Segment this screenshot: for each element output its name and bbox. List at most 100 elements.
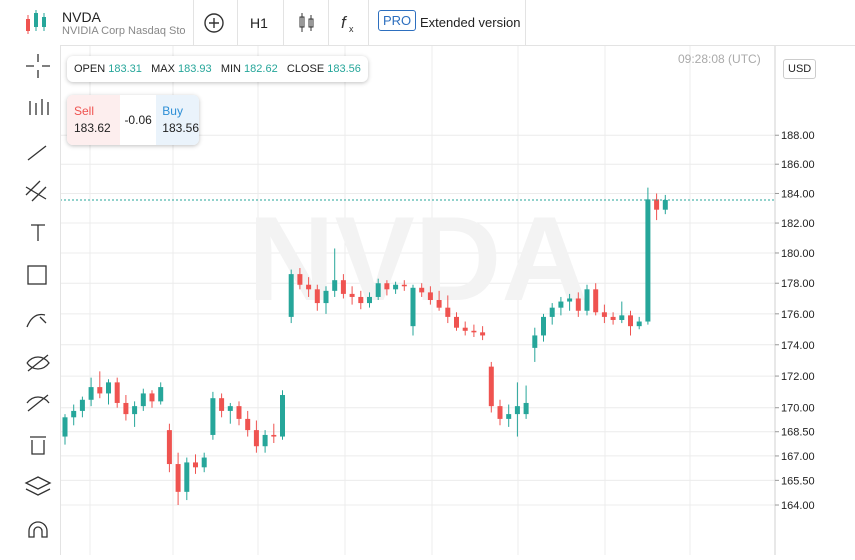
y-tick-label: 172.00 xyxy=(781,371,815,383)
y-tick-label: 188.00 xyxy=(781,130,815,142)
candle-body xyxy=(497,406,503,419)
candle-body xyxy=(367,296,372,304)
candle-body xyxy=(88,387,94,400)
currency-button[interactable]: USD xyxy=(783,59,817,79)
buy-price: 183.56 xyxy=(162,121,199,135)
crosshair-tool[interactable] xyxy=(26,54,50,78)
candle-body xyxy=(271,434,277,437)
timeframe-button[interactable]: H1 xyxy=(250,15,268,31)
text-tool[interactable] xyxy=(31,224,45,241)
candle-body xyxy=(166,430,172,465)
quote-panel: Sell 183.62 -0.06 Buy 183.56 xyxy=(67,95,199,145)
candle-body xyxy=(193,462,198,468)
candle-body xyxy=(245,418,251,431)
candle-body xyxy=(549,307,555,317)
shape-tool[interactable] xyxy=(27,265,47,285)
y-tick-label: 164.00 xyxy=(781,500,815,512)
symbol-name: NVIDIA Corp Nasdaq Sto xyxy=(62,25,186,37)
open-label: OPEN xyxy=(74,63,106,75)
candle-body xyxy=(601,312,607,317)
candle-body xyxy=(332,280,338,291)
tool-icons xyxy=(24,54,52,538)
candle-body xyxy=(445,307,451,317)
candle-body xyxy=(636,321,642,327)
hide-tool[interactable] xyxy=(26,354,50,372)
pro-badge[interactable]: PRO xyxy=(378,10,417,31)
candle-body xyxy=(114,382,120,403)
candle-body xyxy=(462,327,468,331)
y-tick-label: 186.00 xyxy=(781,159,815,171)
candle-body xyxy=(662,199,668,210)
candle-body xyxy=(523,402,529,415)
candle-body xyxy=(253,430,259,447)
indicators-tool[interactable] xyxy=(29,99,49,115)
candle-body xyxy=(575,298,581,311)
delete-tool[interactable] xyxy=(30,436,46,455)
magnet-tool[interactable] xyxy=(28,521,48,538)
symbol: NVDA xyxy=(62,9,101,25)
buy-button[interactable]: Buy 183.56 xyxy=(156,95,199,145)
candle-body xyxy=(323,290,329,304)
sell-button[interactable]: Sell 183.62 xyxy=(67,95,120,145)
svg-text:x: x xyxy=(349,24,354,34)
candle-body xyxy=(393,284,399,290)
watermark: NVDA xyxy=(248,192,588,326)
candle-body xyxy=(340,280,346,294)
hide-values-tool[interactable] xyxy=(26,394,50,412)
candle-body xyxy=(210,398,216,435)
open-value: 183.31 xyxy=(108,63,142,75)
candle-body xyxy=(628,315,633,327)
candle-body xyxy=(645,199,651,322)
candle-body xyxy=(262,434,268,447)
candle-body xyxy=(619,315,625,320)
candle-body xyxy=(584,289,590,311)
clock: 09:28:08 (UTC) xyxy=(678,52,761,66)
brush-tool[interactable] xyxy=(26,313,47,328)
y-tick-label: 174.00 xyxy=(781,340,815,352)
candle-body xyxy=(541,316,546,336)
spread: -0.06 xyxy=(124,113,152,127)
candle-body xyxy=(219,398,225,411)
y-tick-label: 182.00 xyxy=(781,218,815,230)
candle-body xyxy=(532,335,538,348)
chart-type-button[interactable] xyxy=(296,12,318,34)
logo-icon xyxy=(26,10,46,34)
candle-body xyxy=(140,393,146,407)
candle-body xyxy=(288,274,294,317)
svg-text:f: f xyxy=(341,13,348,32)
candle-body xyxy=(654,199,660,210)
y-tick-label: 165.50 xyxy=(781,475,815,487)
candle-body xyxy=(436,300,442,308)
add-indicator-button[interactable] xyxy=(203,12,225,34)
candle-body xyxy=(227,406,233,411)
ohlc-panel: OPEN 183.31 MAX 183.93 MIN 182.62 CLOSE … xyxy=(67,56,368,82)
layers-tool[interactable] xyxy=(24,476,52,496)
candle-body xyxy=(201,457,207,468)
tool-bar xyxy=(0,45,61,555)
candle-body xyxy=(132,406,138,415)
y-tick-label: 178.00 xyxy=(781,278,815,290)
candle-body xyxy=(567,298,573,302)
candle-body xyxy=(158,387,164,402)
candle-body xyxy=(349,293,355,297)
max-label: MAX xyxy=(151,63,175,75)
candle-body xyxy=(184,462,190,492)
candle-body xyxy=(358,296,364,304)
y-tick-label: 168.50 xyxy=(781,427,815,439)
max-value: 183.93 xyxy=(177,63,212,75)
sell-price: 183.62 xyxy=(74,121,111,135)
candle-body xyxy=(610,316,616,320)
y-tick-label: 184.00 xyxy=(781,188,815,200)
fib-tool[interactable] xyxy=(25,180,47,202)
candle-body xyxy=(106,382,111,394)
extended-version-button[interactable]: Extended version xyxy=(420,15,521,30)
candle-body xyxy=(593,289,599,313)
candle-body xyxy=(384,283,390,290)
candle-body xyxy=(514,406,520,415)
candle-body xyxy=(488,366,494,407)
line-tool[interactable] xyxy=(27,145,47,161)
